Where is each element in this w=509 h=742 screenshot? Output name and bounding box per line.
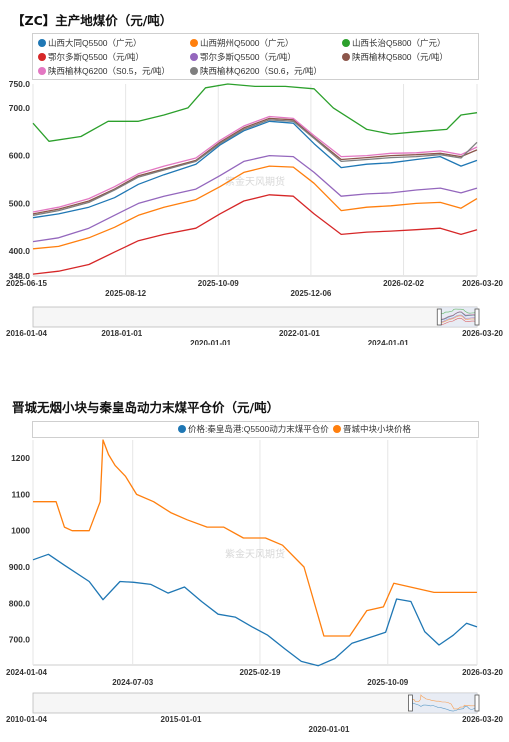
y-tick-label: 1200 [11, 453, 30, 463]
series-line [32, 165, 478, 250]
navigator-label: 2015-01-01 [161, 715, 202, 724]
chart-2-title: 晋城无烟小块与秦皇岛动力末煤平仓价（元/吨） [12, 400, 280, 415]
series-line [32, 194, 478, 275]
y-tick-label: 400.0 [9, 246, 31, 256]
legend-label: 陕西榆林Q6200（S0.5，元/吨） [48, 66, 170, 76]
series-line [32, 83, 478, 142]
navigator-selection [410, 693, 477, 713]
navigator-label: 2016-01-04 [6, 329, 47, 338]
legend-swatch [38, 67, 46, 75]
y-tick-label: 1000 [11, 526, 30, 536]
legend-label: 山西长治Q5800（广元） [352, 38, 446, 48]
legend-label: 价格:秦皇岛港:Q5500动力末煤平仓价 [188, 424, 329, 434]
chart-1-plot: 348.0 400.0 500.0 600.0 700.0 750.0 2025-06-15… [6, 79, 504, 345]
series-line [32, 120, 478, 219]
navigator-label: 2022-01-01 [279, 329, 320, 338]
chart-2-legend: 价格:秦皇岛港:Q5500动力末煤平仓价 晋城中块小块价格 [32, 421, 479, 438]
chart-1-title: 【ZC】主产地煤价（元/吨） [12, 13, 173, 28]
watermark: 紫金天风期货 [225, 548, 285, 561]
series-line [32, 119, 478, 216]
legend-item[interactable]: 价格:秦皇岛港:Q5500动力末煤平仓价 [178, 423, 329, 435]
series-line [32, 553, 478, 667]
series-line [33, 439, 477, 637]
x-tick-label: 2025-12-06 [290, 289, 331, 298]
navigator-selection [439, 307, 477, 327]
legend-swatch [190, 67, 198, 75]
series-line [32, 115, 478, 213]
legend-swatch [38, 39, 46, 47]
y-tick-label: 700.0 [9, 635, 31, 645]
y-tick-label: 900.0 [9, 562, 31, 572]
navigator-series [439, 308, 478, 315]
y-tick-label: 500.0 [9, 198, 31, 208]
legend-item[interactable]: 陕西榆林Q6200（S0.5，元/吨） [38, 65, 170, 77]
navigator-handle-right [474, 308, 480, 326]
legend-item[interactable]: 晋城中块小块价格 [333, 423, 411, 435]
navigator-label: 2020-01-01 [309, 725, 350, 734]
legend-item[interactable]: 山西大同Q5500（广元） [38, 37, 142, 49]
legend-item[interactable]: 鄂尔多斯Q5500（元/吨） [190, 51, 296, 63]
navigator-label: 2020-01-01 [190, 339, 231, 345]
navigator-track [32, 306, 478, 328]
y-tick-label: 750.0 [9, 79, 31, 89]
legend-label: 晋城中块小块价格 [343, 424, 412, 434]
legend-swatch [342, 39, 350, 47]
y-tick-label: 1100 [12, 489, 31, 499]
y-tick-label: 700.0 [9, 103, 31, 113]
navigator-label: 2024-01-01 [368, 339, 409, 345]
legend-swatch [38, 53, 46, 61]
legend-item[interactable]: 鄂尔多斯Q5500（元/吨） [38, 51, 144, 63]
x-tick-label: 2026-03-20 [462, 279, 503, 288]
x-tick-label: 2026-02-02 [383, 279, 424, 288]
x-tick-label: 2025-10-09 [198, 279, 239, 288]
legend-swatch [190, 53, 198, 61]
legend-label: 鄂尔多斯Q5500（元/吨） [200, 52, 296, 62]
y-tick-label: 348.0 [9, 271, 31, 281]
navigator-series [439, 315, 478, 323]
x-tick-label: 2025-02-19 [239, 668, 280, 677]
legend-label: 山西大同Q5500（广元） [48, 38, 142, 48]
navigator-label: 2018-01-01 [101, 329, 142, 338]
legend-swatch [333, 425, 341, 433]
navigator-handle-right [474, 694, 480, 712]
x-tick-label: 2024-07-03 [112, 678, 153, 687]
legend-swatch [178, 425, 186, 433]
x-tick-label: 2025-06-15 [6, 279, 47, 288]
series-line [32, 117, 478, 215]
legend-label: 鄂尔多斯Q5500（元/吨） [48, 52, 144, 62]
legend-swatch [342, 53, 350, 61]
navigator-series [439, 314, 478, 323]
navigator-series [439, 317, 478, 326]
navigator-series [439, 311, 478, 321]
navigator-label: 2026-03-20 [462, 715, 503, 724]
chart-1-legend: 山西大同Q5500（广元） 山西朔州Q5000（广元） 山西长治Q5800（广元） 鄂… [32, 33, 479, 80]
legend-item[interactable]: 山西朔州Q5000（广元） [190, 37, 294, 49]
y-tick-label: 600.0 [9, 151, 31, 161]
navigator-label: 2026-03-20 [462, 329, 503, 338]
x-tick-label: 2024-01-04 [6, 668, 47, 677]
navigator-series [410, 702, 478, 712]
x-tick-label: 2026-03-20 [462, 668, 503, 677]
y-tick-label: 800.0 [9, 598, 31, 608]
watermark: 紫金天风期货 [225, 175, 285, 188]
x-tick-label: 2025-10-09 [367, 678, 408, 687]
legend-item[interactable]: 陕西榆林Q6200（S0.6，元/吨） [190, 65, 322, 77]
navigator-track [32, 692, 478, 714]
legend-item[interactable]: 山西长治Q5800（广元） [342, 37, 446, 49]
navigator-handle-left [407, 694, 413, 712]
legend-label: 陕西榆林Q6200（S0.6，元/吨） [200, 66, 322, 76]
series-line [32, 154, 478, 243]
x-tick-label: 2025-08-12 [105, 289, 146, 298]
navigator-series [410, 694, 477, 710]
navigator-label: 2010-01-04 [6, 715, 47, 724]
legend-item[interactable]: 陕西榆林Q5800（元/吨） [342, 51, 448, 63]
legend-label: 山西朔州Q5000（广元） [200, 38, 294, 48]
legend-label: 陕西榆林Q5800（元/吨） [352, 52, 448, 62]
navigator-handle-left [436, 308, 442, 326]
legend-swatch [190, 39, 198, 47]
